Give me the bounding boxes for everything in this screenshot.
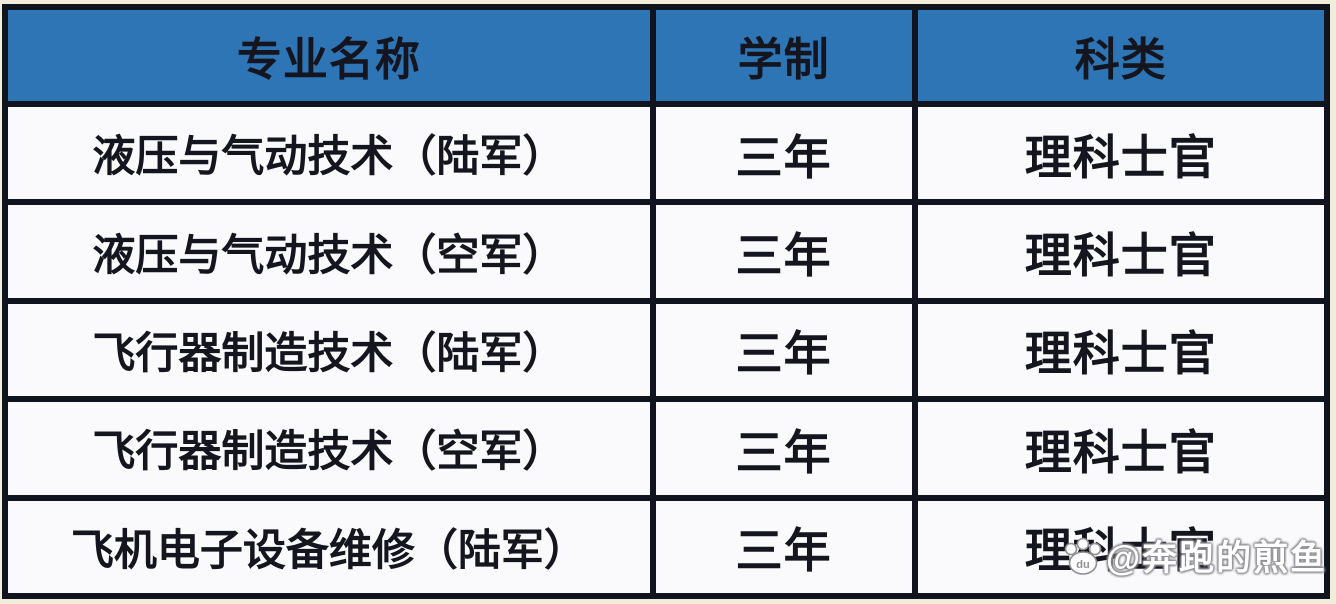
major-name-cell: 飞行器制造技术（陆军） bbox=[2, 297, 656, 403]
category-cell: 理科士官 bbox=[911, 297, 1331, 403]
col-header-duration: 学制 bbox=[649, 4, 918, 107]
table-row: 液压与气动技术（空军） 三年 理科士官 bbox=[2, 199, 1331, 304]
major-name-cell: 飞行器制造技术（空军） bbox=[2, 396, 656, 501]
duration-cell: 三年 bbox=[649, 396, 918, 501]
table-row: 液压与气动技术（陆军） 三年 理科士官 bbox=[2, 100, 1331, 206]
major-name-cell: 飞机电子设备维修（陆军） bbox=[2, 494, 656, 600]
duration-cell: 三年 bbox=[649, 100, 918, 206]
duration-cell: 三年 bbox=[649, 297, 918, 403]
category-cell: 理科士官 bbox=[911, 199, 1331, 304]
header-row: 专业名称 学制 科类 bbox=[2, 4, 1331, 107]
col-header-category: 科类 bbox=[911, 4, 1331, 107]
duration-cell: 三年 bbox=[649, 494, 918, 600]
category-cell: 理科士官 bbox=[911, 396, 1331, 501]
majors-table-container: 专业名称 学制 科类 液压与气动技术（陆军） 三年 理科士官 液压与气动技术（空… bbox=[2, 4, 1331, 600]
duration-cell: 三年 bbox=[649, 199, 918, 304]
table-row: 飞行器制造技术（空军） 三年 理科士官 bbox=[2, 396, 1331, 501]
majors-table: 专业名称 学制 科类 液压与气动技术（陆军） 三年 理科士官 液压与气动技术（空… bbox=[2, 4, 1331, 600]
table-row: 飞行器制造技术（陆军） 三年 理科士官 bbox=[2, 297, 1331, 403]
table-row: 飞机电子设备维修（陆军） 三年 理科士官 bbox=[2, 494, 1331, 600]
col-header-major-name: 专业名称 bbox=[2, 4, 656, 107]
major-name-cell: 液压与气动技术（陆军） bbox=[2, 100, 656, 206]
category-cell: 理科士官 bbox=[911, 494, 1331, 600]
major-name-cell: 液压与气动技术（空军） bbox=[2, 199, 656, 304]
category-cell: 理科士官 bbox=[911, 100, 1331, 206]
